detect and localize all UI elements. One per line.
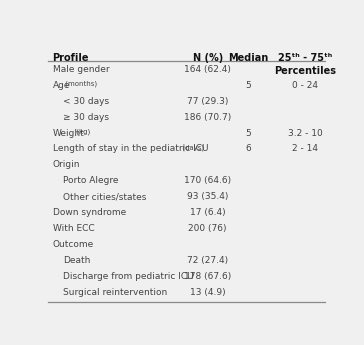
Text: 93 (35.4): 93 (35.4) [187,192,228,201]
Text: 17 (6.4): 17 (6.4) [190,208,226,217]
Text: 186 (70.7): 186 (70.7) [184,112,232,121]
Text: 2 - 14: 2 - 14 [292,145,318,154]
Text: 25ᵗʰ - 75ᵗʰ: 25ᵗʰ - 75ᵗʰ [278,53,332,63]
Text: 72 (27.4): 72 (27.4) [187,256,228,265]
Text: 5: 5 [246,81,252,90]
Text: Profile: Profile [52,53,89,63]
Text: Percentiles: Percentiles [274,66,336,76]
Text: Other cities/states: Other cities/states [63,192,147,201]
Text: Surgical reintervention: Surgical reintervention [63,288,167,297]
Text: Death: Death [63,256,91,265]
Text: 164 (62.4): 164 (62.4) [184,65,231,74]
Text: 13 (4.9): 13 (4.9) [190,288,226,297]
Text: N (%): N (%) [193,53,223,63]
Text: Median: Median [229,53,269,63]
Text: 77 (29.3): 77 (29.3) [187,97,228,106]
Text: Discharge from pediatric ICU: Discharge from pediatric ICU [63,272,194,281]
Text: Age: Age [52,81,70,90]
Text: Porto Alegre: Porto Alegre [63,176,119,185]
Text: Male gender: Male gender [52,65,109,74]
Text: 178 (67.6): 178 (67.6) [184,272,232,281]
Text: ≥ 30 days: ≥ 30 days [63,112,109,121]
Text: < 30 days: < 30 days [63,97,110,106]
Text: 6: 6 [246,145,252,154]
Text: Down syndrome: Down syndrome [52,208,126,217]
Text: (days): (days) [180,145,204,151]
Text: Length of stay in the pediatric ICU: Length of stay in the pediatric ICU [52,145,208,154]
Text: 5: 5 [246,129,252,138]
Text: With ECC: With ECC [52,224,94,233]
Text: 0 - 24: 0 - 24 [292,81,318,90]
Text: Origin: Origin [52,160,80,169]
Text: Outcome: Outcome [52,240,94,249]
Text: (kg): (kg) [74,128,91,135]
Text: (months): (months) [63,81,98,87]
Text: Weight: Weight [52,129,84,138]
Text: 3.2 - 10: 3.2 - 10 [288,129,323,138]
Text: 170 (64.6): 170 (64.6) [184,176,231,185]
Text: 200 (76): 200 (76) [189,224,227,233]
